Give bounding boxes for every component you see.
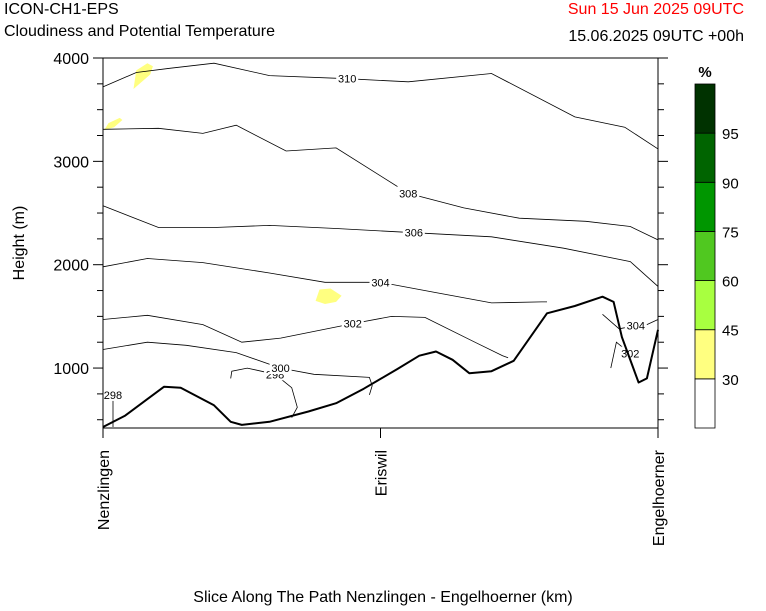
cloud-patch-2	[104, 117, 123, 131]
y-tick-label: 2000	[53, 258, 89, 275]
isentrope-label-bg	[402, 225, 425, 239]
plot-frame	[102, 57, 659, 429]
colorbar-label: 60	[722, 274, 739, 291]
isentrope-label: 302	[621, 349, 639, 361]
isentrope-label-bg	[101, 387, 124, 401]
x-tick-label: Engelhoerner	[651, 449, 668, 546]
isentrope-label: 306	[405, 228, 423, 240]
cloud-patches	[104, 63, 342, 304]
run-info: 15.06.2025 09UTC +00h	[568, 28, 744, 45]
isentrope-line-2	[230, 367, 298, 418]
colorbar-box	[694, 83, 716, 134]
colorbar-label: 30	[722, 372, 739, 389]
colorbar-box	[694, 280, 716, 331]
isentrope-line-6	[102, 258, 547, 304]
colorbar-box	[694, 231, 716, 281]
isentrope-label: 304	[371, 277, 389, 289]
isentrope-line-8	[102, 205, 659, 287]
isentrope-line-9	[102, 124, 659, 241]
cloud-patch-1	[133, 63, 153, 89]
valid-time: Sun 15 Jun 2025 09UTC	[567, 1, 744, 18]
isentrope-label-bg	[336, 71, 359, 85]
y-tick-label: 3000	[53, 154, 89, 171]
terrain	[102, 295, 659, 428]
isentrope-line-10	[102, 62, 659, 150]
isentrope-label-bg	[341, 316, 364, 330]
x-tick-label: Eriswil	[374, 450, 391, 496]
x-axis-label: Slice Along The Path Nenzlingen - Engelh…	[193, 589, 573, 606]
isentrope-label-bg	[369, 275, 392, 289]
colorbar-box	[694, 181, 716, 232]
isentrope-label: 300	[271, 363, 289, 375]
x-axis: Nenzlingen Eriswil Engelhoerner	[96, 428, 668, 546]
y-tick-label: 4000	[53, 51, 89, 68]
isentrope-label-bg	[397, 186, 420, 200]
isentrope-label-bg	[269, 361, 292, 375]
colorbar-box	[694, 132, 716, 183]
y-axis: 1000 2000 3000 4000	[53, 51, 668, 421]
colorbar: 30 45 60 75 90 95%	[694, 64, 739, 429]
isentrope-label-bg	[619, 346, 642, 360]
colorbar-label: 45	[722, 323, 739, 340]
isentrope-label: 304	[627, 321, 645, 333]
y-axis-label: Height (m)	[11, 206, 28, 281]
isentrope-label: 308	[399, 188, 417, 200]
x-tick-label: Nenzlingen	[96, 450, 113, 530]
isentrope-label: 298	[104, 390, 122, 402]
chart-subtitle: Cloudiness and Potential Temperature	[4, 23, 275, 40]
colorbar-label: 75	[722, 224, 739, 241]
colorbar-label: 90	[722, 175, 739, 192]
isentrope-label-bg	[624, 318, 647, 332]
colorbar-box	[694, 378, 716, 429]
cloud-patch-3	[315, 288, 342, 304]
colorbar-box	[694, 329, 716, 380]
colorbar-unit: %	[698, 64, 711, 81]
model-name: ICON-CH1-EPS	[4, 1, 119, 18]
terrain-line	[102, 295, 659, 428]
isentrope-line-4	[102, 314, 509, 359]
isentrope-label: 310	[338, 74, 356, 86]
isentrope-label: 302	[344, 319, 362, 331]
colorbar-label: 95	[722, 126, 739, 143]
isentrope-line-3	[102, 341, 373, 396]
y-tick-label: 1000	[53, 361, 89, 378]
